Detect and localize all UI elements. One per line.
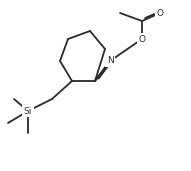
Text: Si: Si: [24, 107, 32, 115]
Text: O: O: [138, 35, 146, 43]
Text: O: O: [156, 9, 163, 17]
Text: N: N: [107, 56, 113, 65]
